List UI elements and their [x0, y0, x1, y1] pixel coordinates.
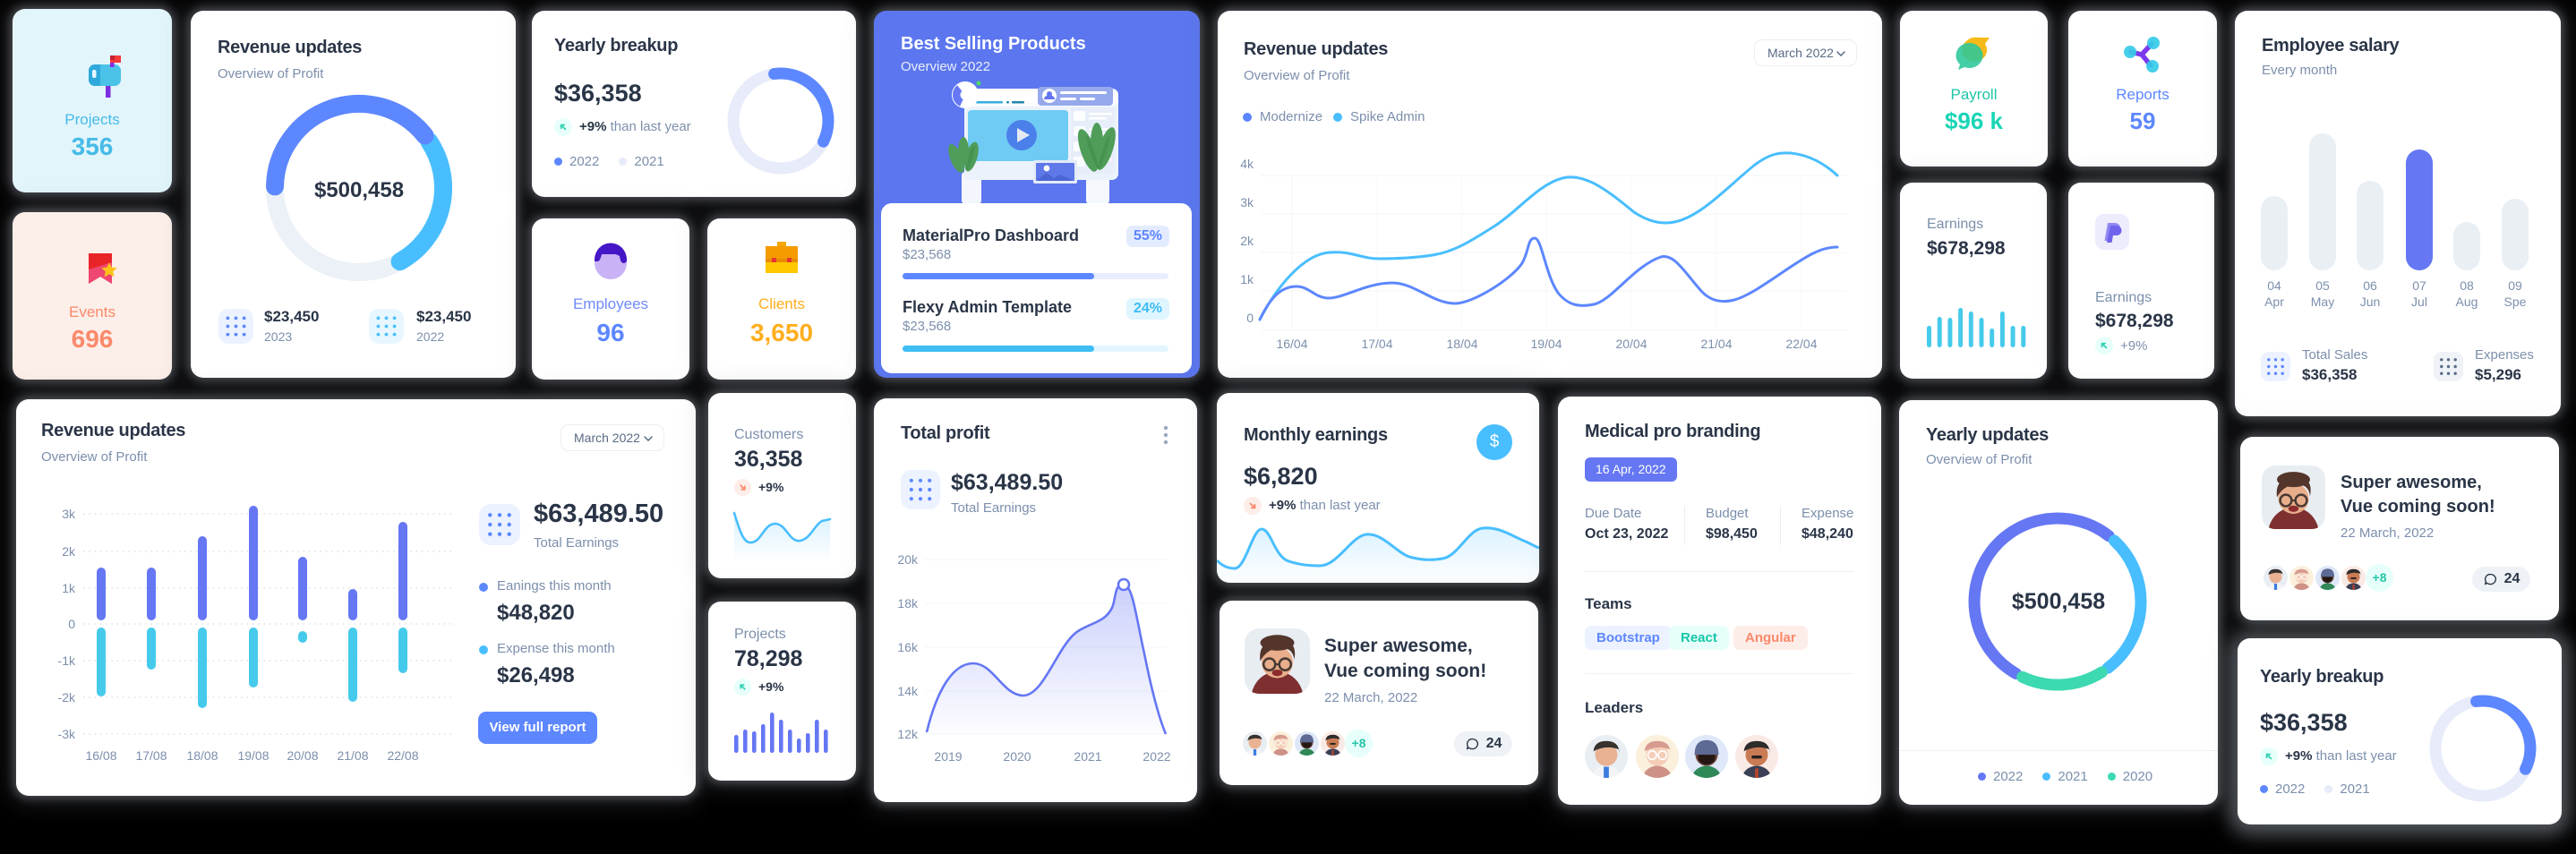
svg-text:Apr: Apr	[2264, 295, 2284, 309]
svg-text:2k: 2k	[62, 544, 76, 559]
svg-text:16/04: 16/04	[1276, 337, 1307, 351]
svg-text:22/04: 22/04	[1785, 337, 1817, 351]
svg-text:-2k: -2k	[58, 690, 76, 705]
svg-text:4k: 4k	[1240, 157, 1254, 171]
svg-text:05: 05	[2315, 278, 2330, 293]
svg-text:0: 0	[1246, 311, 1254, 325]
svg-text:20k: 20k	[897, 552, 919, 567]
svg-text:06: 06	[2363, 278, 2377, 293]
svg-text:18k: 18k	[897, 596, 919, 611]
svg-text:16k: 16k	[897, 640, 919, 654]
svg-text:08: 08	[2460, 278, 2474, 293]
svg-text:2021: 2021	[1074, 749, 1101, 764]
svg-text:22/08: 22/08	[387, 748, 418, 763]
svg-text:12k: 12k	[897, 727, 919, 741]
svg-text:18/04: 18/04	[1446, 337, 1477, 351]
svg-text:-3k: -3k	[58, 727, 76, 741]
svg-text:Aug: Aug	[2456, 295, 2478, 309]
svg-text:May: May	[2311, 295, 2334, 309]
svg-text:14k: 14k	[897, 684, 919, 698]
svg-text:Jul: Jul	[2411, 295, 2427, 309]
svg-text:17/08: 17/08	[135, 748, 167, 763]
svg-text:3k: 3k	[1240, 195, 1254, 209]
svg-text:21/08: 21/08	[337, 748, 368, 763]
svg-text:2k: 2k	[1240, 234, 1254, 248]
svg-text:3k: 3k	[62, 507, 76, 521]
svg-text:21/04: 21/04	[1700, 337, 1732, 351]
svg-text:1k: 1k	[62, 581, 76, 595]
svg-text:20/04: 20/04	[1615, 337, 1647, 351]
svg-text:0: 0	[68, 617, 75, 631]
svg-text:19/04: 19/04	[1530, 337, 1562, 351]
svg-text:19/08: 19/08	[237, 748, 269, 763]
svg-text:07: 07	[2412, 278, 2426, 293]
svg-text:2022: 2022	[1143, 749, 1170, 764]
svg-text:04: 04	[2267, 278, 2281, 293]
svg-text:Spe: Spe	[2504, 295, 2527, 309]
svg-text:-1k: -1k	[58, 653, 76, 668]
svg-text:18/08: 18/08	[186, 748, 218, 763]
svg-text:2019: 2019	[934, 749, 962, 764]
svg-text:Jun: Jun	[2360, 295, 2381, 309]
svg-text:2020: 2020	[1003, 749, 1031, 764]
svg-text:17/04: 17/04	[1361, 337, 1392, 351]
svg-text:20/08: 20/08	[287, 748, 318, 763]
svg-text:1k: 1k	[1240, 272, 1254, 286]
svg-text:09: 09	[2508, 278, 2522, 293]
svg-text:16/08: 16/08	[85, 748, 116, 763]
